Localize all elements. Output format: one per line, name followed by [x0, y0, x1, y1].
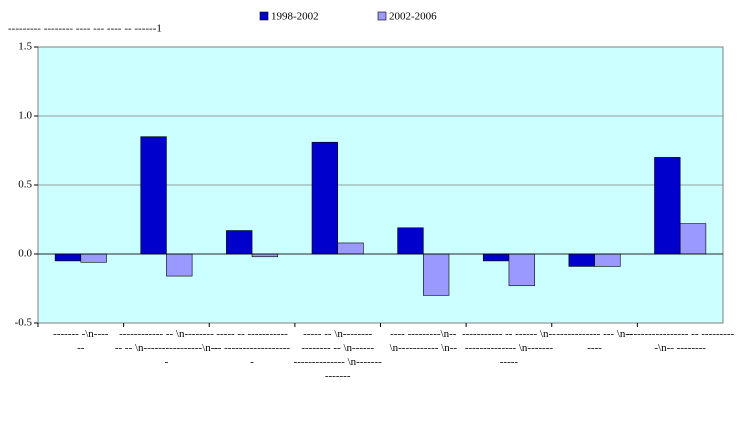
legend-swatch [377, 11, 387, 21]
y-tick-label: 1.5 [18, 41, 32, 53]
bar [568, 253, 595, 267]
x-tick-label: ----------- -- ------ \n----------------… [462, 328, 556, 368]
bar [226, 230, 253, 255]
x-tick-label: ----- -- \n---------------- -- \n-------… [294, 328, 383, 382]
y-tick-label: 0.0 [18, 248, 32, 260]
bar [654, 157, 681, 255]
legend-label: 1998-2002 [271, 11, 319, 23]
chart-subtitle: --------- -------- ---- --- ---- -- ----… [8, 23, 162, 35]
bar [140, 136, 167, 255]
legend-swatch [259, 11, 269, 21]
bar [482, 253, 510, 262]
bar [251, 253, 279, 258]
bar [337, 242, 364, 255]
y-tick-label: 1.0 [18, 110, 32, 122]
bar [311, 141, 338, 255]
x-tick-label: ------------ -- \n---------- -- \n------… [115, 328, 219, 368]
bar [423, 253, 450, 296]
y-tick-label: 0.5 [18, 179, 32, 191]
legend-label: 2002-2006 [389, 11, 437, 23]
x-tick-label: ----------------- -- ----------\n-- ----… [626, 328, 734, 354]
bar [594, 253, 621, 267]
bar [397, 227, 424, 255]
bar [54, 253, 82, 262]
x-tick-label: ------- -\n------ [53, 328, 109, 354]
bar [80, 253, 107, 263]
y-tick-label: -0.5 [15, 317, 33, 329]
bar [679, 223, 707, 255]
bar [508, 253, 535, 287]
bar [166, 253, 193, 277]
x-tick-label: ---- ---------\n--\n----------- \n-- [390, 328, 458, 354]
x-tick-label: ----- -- ------------- -----------------… [214, 328, 290, 368]
x-tick-label: ------------ --- \n------ [556, 328, 633, 354]
